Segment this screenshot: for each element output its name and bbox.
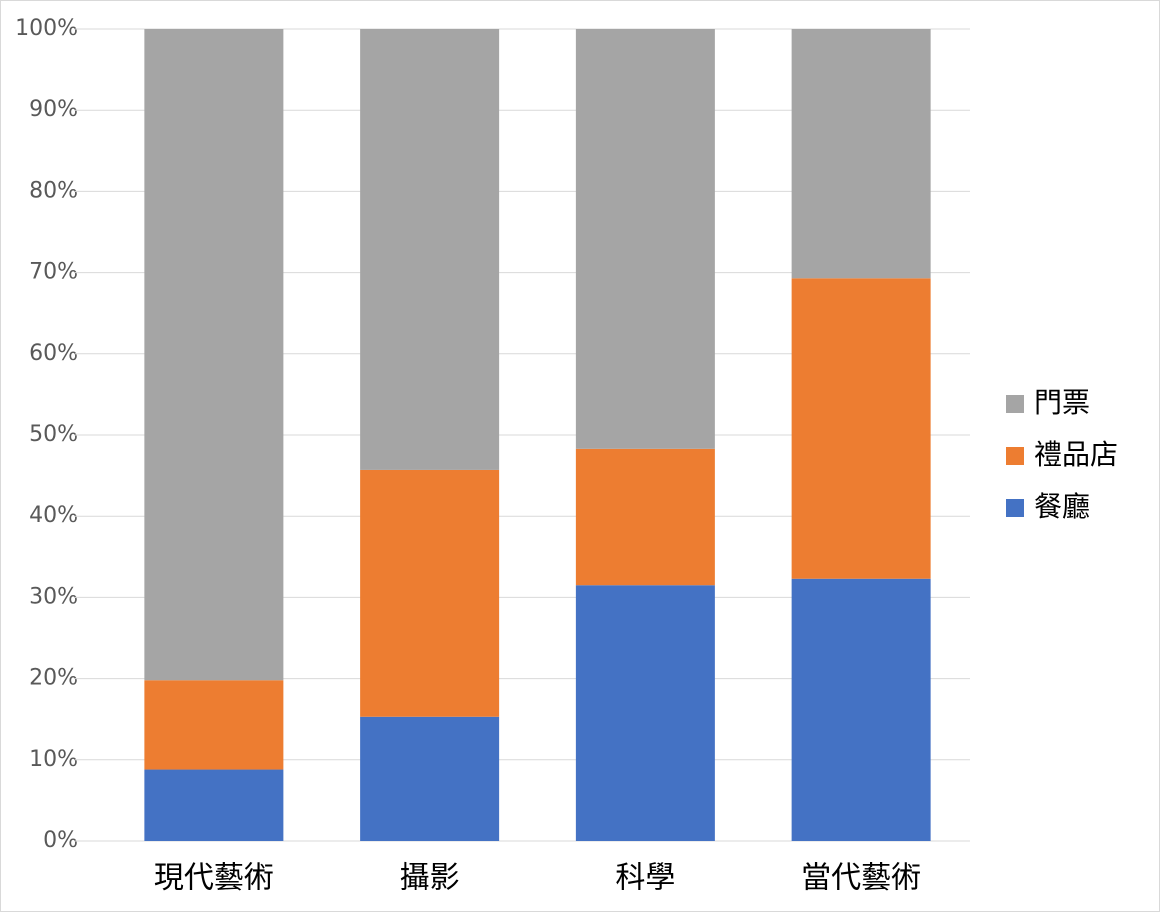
legend-label: 禮品店 (1034, 438, 1118, 471)
legend-swatch (1006, 395, 1024, 413)
bar-segment (360, 469, 500, 717)
bar-segment (791, 29, 931, 279)
x-tick-label: 現代藝術 (154, 861, 274, 896)
y-tick-label: 30% (29, 584, 78, 609)
bar-segment (791, 578, 931, 841)
bar-segment (791, 278, 931, 579)
legend-swatch (1006, 499, 1024, 517)
legend-swatch (1006, 447, 1024, 465)
legend-label: 餐廳 (1034, 490, 1090, 523)
bar-segment (575, 29, 715, 449)
y-tick-label: 100% (15, 16, 78, 41)
bar-segment (575, 448, 715, 586)
bar-segment (360, 29, 500, 470)
legend-label: 門票 (1034, 386, 1090, 419)
bar-segment (360, 716, 500, 841)
bar-segment (144, 29, 284, 681)
x-tick-label: 攝影 (400, 861, 460, 896)
y-tick-label: 40% (29, 503, 78, 528)
bar-segment (144, 769, 284, 841)
y-tick-label: 0% (43, 828, 78, 853)
bar-segment (144, 680, 284, 770)
y-tick-label: 60% (29, 341, 78, 366)
y-tick-label: 90% (29, 97, 78, 122)
y-tick-label: 70% (29, 260, 78, 285)
y-tick-label: 50% (29, 422, 78, 447)
x-tick-label: 科學 (615, 861, 675, 896)
bar-segment (575, 585, 715, 841)
y-tick-label: 80% (29, 178, 78, 203)
x-tick-label: 當代藝術 (801, 861, 921, 896)
y-tick-label: 10% (29, 747, 78, 772)
y-tick-label: 20% (29, 666, 78, 691)
